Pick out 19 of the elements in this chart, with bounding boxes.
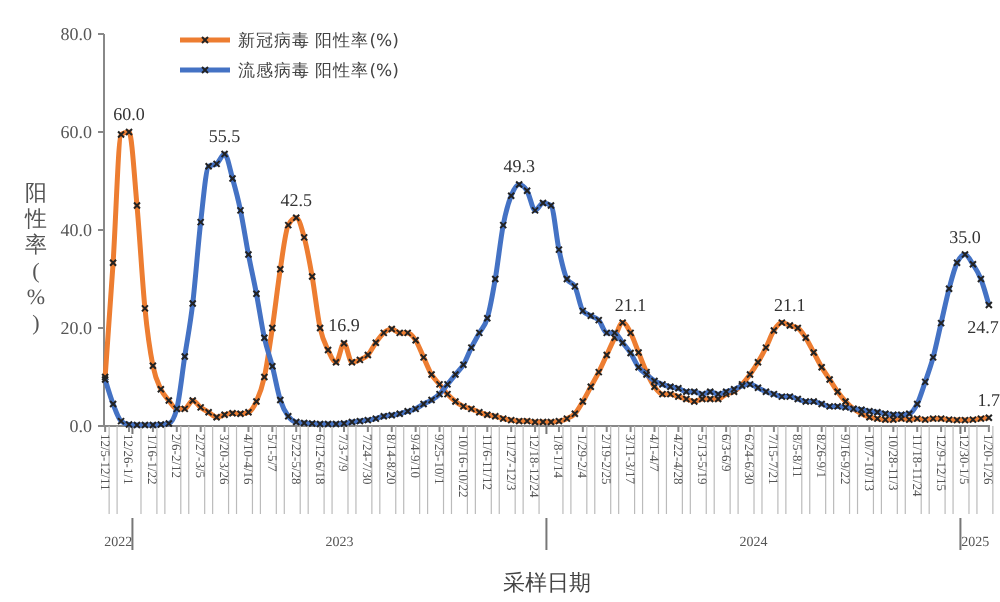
annotation: 60.0 xyxy=(113,104,146,124)
annotation: 42.5 xyxy=(280,189,313,210)
y-tick-label: 40.0 xyxy=(60,219,93,240)
annotation: 55.5 xyxy=(208,126,242,147)
y-tick-label: 80.0 xyxy=(60,23,93,44)
annotation: 21.1 xyxy=(614,294,647,315)
legend-label: 流感病毒 阳性率(%) xyxy=(238,59,399,82)
annotation: 35.0 xyxy=(949,226,982,247)
annotation: 21.1 xyxy=(774,294,806,315)
annotation: 49.3 xyxy=(503,156,536,177)
annotation: 16.9 xyxy=(328,315,361,336)
x-axis-title: 采样日期 xyxy=(503,570,591,596)
annotation: 1.7 xyxy=(977,389,1000,410)
annotation: 24.7 xyxy=(967,316,1000,337)
y-tick-label: 60.0 xyxy=(60,121,93,142)
y-tick-label: 0.0 xyxy=(69,415,93,436)
y-axis-title: 阳性率(%) xyxy=(23,182,47,336)
legend-label: 新冠病毒 阳性率(%) xyxy=(238,29,399,52)
y-tick-label: 20.0 xyxy=(60,317,93,338)
